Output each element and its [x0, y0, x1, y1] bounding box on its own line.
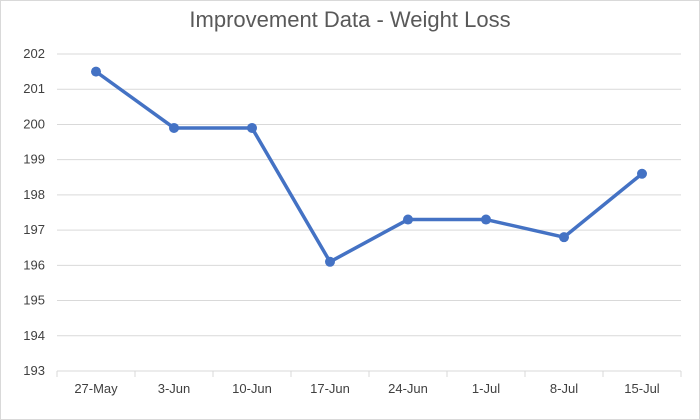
y-tick-label-194: 194: [23, 328, 45, 343]
y-tick-label-199: 199: [23, 152, 45, 167]
y-tick-label-195: 195: [23, 293, 45, 308]
y-tick-label-202: 202: [23, 46, 45, 61]
data-point-15-Jul: [637, 168, 647, 179]
x-tick-label-24-Jun: 24-Jun: [388, 381, 428, 396]
y-tick-label-201: 201: [23, 81, 45, 96]
x-tick-label-3-Jun: 3-Jun: [158, 381, 191, 396]
x-tick-label-8-Jul: 8-Jul: [550, 381, 578, 396]
y-tick-label-197: 197: [23, 222, 45, 237]
x-tick-label-15-Jul: 15-Jul: [624, 381, 660, 396]
x-tick-label-27-May: 27-May: [74, 381, 118, 396]
data-point-10-Jun: [247, 122, 257, 133]
data-point-8-Jul: [559, 232, 569, 243]
data-point-24-Jun: [403, 214, 413, 225]
data-point-3-Jun: [169, 122, 179, 133]
x-tick-label-10-Jun: 10-Jun: [232, 381, 272, 396]
y-tick-label-196: 196: [23, 257, 45, 272]
y-tick-label-198: 198: [23, 187, 45, 202]
y-tick-label-193: 193: [23, 363, 45, 378]
x-tick-label-17-Jun: 17-Jun: [310, 381, 350, 396]
series-line-0: [94, 69, 644, 264]
data-point-27-May: [91, 66, 101, 77]
data-point-1-Jul: [481, 214, 491, 225]
data-point-17-Jun: [325, 256, 335, 267]
x-tick-label-1-Jul: 1-Jul: [472, 381, 500, 396]
chart-title: Improvement Data - Weight Loss: [189, 7, 511, 32]
y-tick-label-200: 200: [23, 116, 45, 131]
